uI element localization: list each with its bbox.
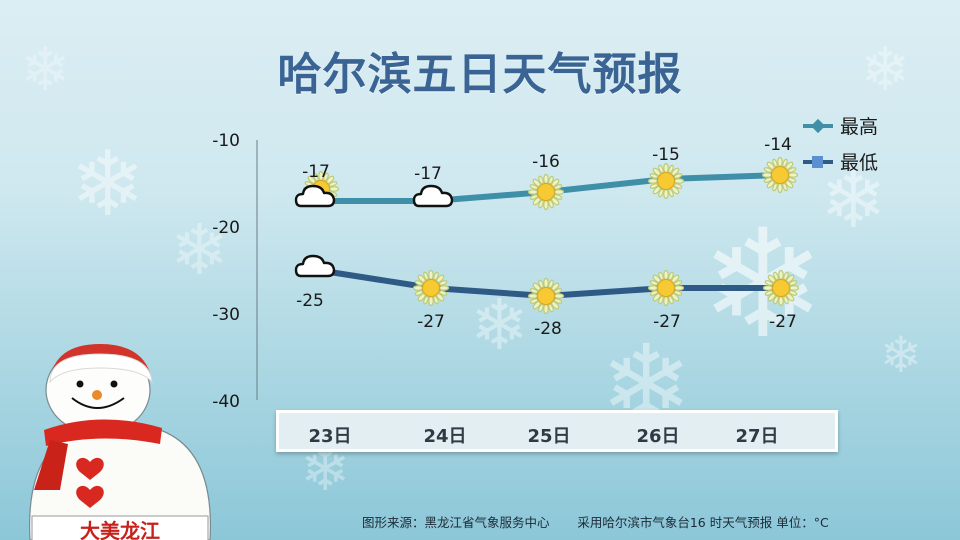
low-data-label: -28 [534,319,562,339]
snowman-banner-text: 大美龙江 [80,519,160,540]
y-tick: -30 [212,305,240,325]
legend-item-low: 最低 [803,152,878,174]
heart-icon [76,485,104,508]
diamond-marker-icon [810,118,826,134]
high-data-label: -15 [652,145,680,165]
sunny-icon [647,162,685,200]
sunny-icon [412,269,450,307]
high-data-label: -14 [764,135,792,155]
sunny-icon [762,269,800,307]
chart-title: 哈尔滨五日天气预报 [277,49,683,100]
x-axis-label: 25日 [527,426,571,447]
sunny-icon [761,156,799,194]
sunny-icon [527,173,565,211]
low-data-label: -27 [769,312,797,332]
snowman-illustration: 大美龙江 [28,344,212,540]
x-axis-label: 24日 [423,426,467,447]
y-tick: -10 [212,131,240,151]
y-tick: -20 [212,218,240,238]
high-data-label: -16 [532,152,560,172]
low-data-label: -27 [417,312,445,332]
high-data-label: -17 [414,164,442,184]
cloudy-icon [294,254,336,278]
x-axis-label: 27日 [735,426,779,447]
svg-text:最低: 最低 [840,152,878,174]
source-footer: 图形来源：黑龙江省气象服务中心 采用哈尔滨市气象台16 时天气预报 单位：°C [362,512,829,531]
source-text: 图形来源：黑龙江省气象服务中心 [362,515,550,530]
high-data-label: -17 [302,162,330,182]
legend: 最高 最低 [803,116,878,174]
x-axis-label-bar: 23日 24日 25日 26日 27日 [276,410,838,452]
legend-item-high: 最高 [803,116,878,138]
svg-text:最高: 最高 [840,116,878,138]
heart-icon [76,457,104,480]
x-axis-label: 26日 [636,426,680,447]
square-marker-icon [812,156,823,168]
cloudy-icon [412,184,454,208]
carrot-nose-icon [92,390,102,400]
y-tick: -40 [212,392,240,412]
sunny-icon [527,277,565,315]
low-data-label: -25 [296,291,324,311]
x-axis-label: 23日 [308,426,352,447]
sunny-icon [647,269,685,307]
low-data-label: -27 [653,312,681,332]
forecast-note-text: 采用哈尔滨市气象台16 时天气预报 单位：°C [577,515,829,530]
